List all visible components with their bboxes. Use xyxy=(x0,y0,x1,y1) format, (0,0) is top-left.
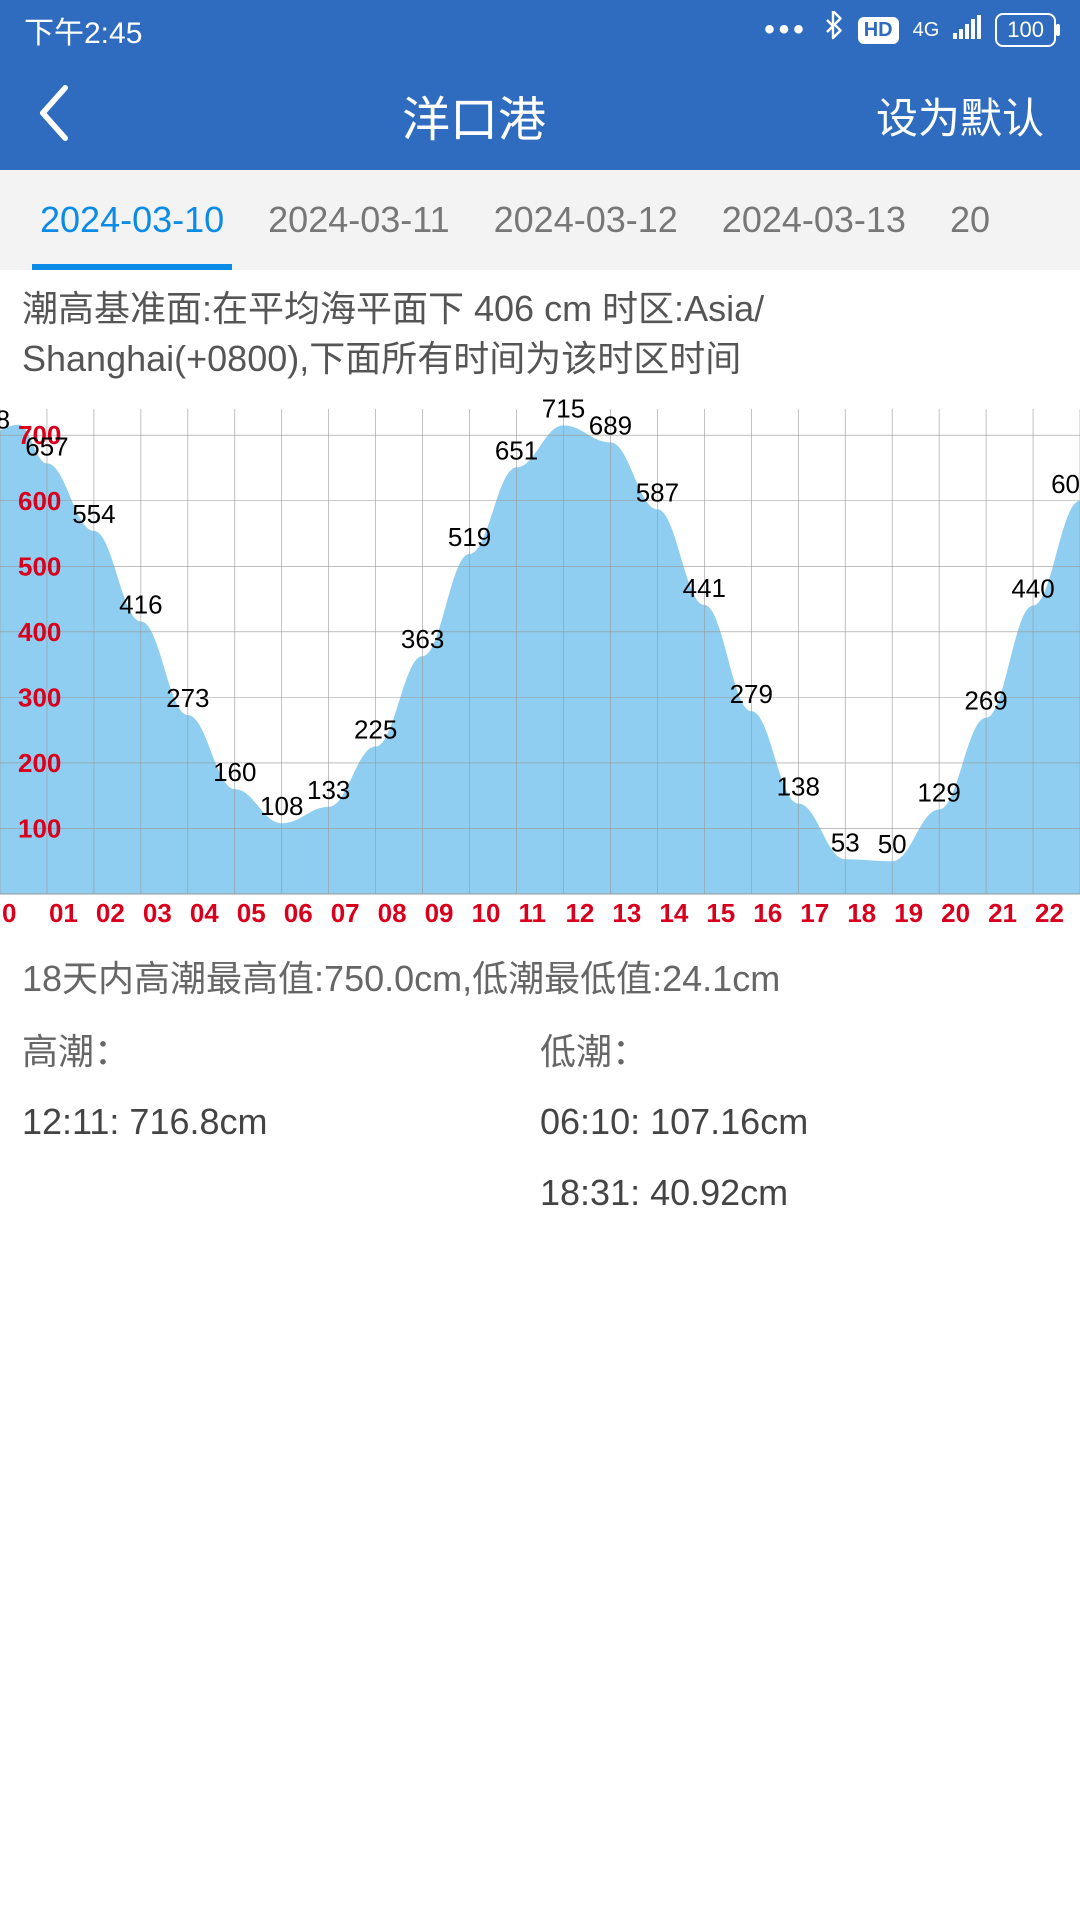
svg-text:269: 269 xyxy=(964,685,1007,715)
svg-text:587: 587 xyxy=(636,477,679,507)
svg-text:600: 600 xyxy=(18,486,61,516)
svg-text:07: 07 xyxy=(331,898,360,928)
svg-text:273: 273 xyxy=(166,683,209,713)
low-tide-value-1: 06:10: 107.16cm xyxy=(540,1090,1058,1155)
low-tide-label: 低潮： xyxy=(540,1020,1058,1085)
battery-icon: 100 xyxy=(995,13,1056,47)
network-icon: 4G xyxy=(913,20,940,40)
svg-text:554: 554 xyxy=(72,499,115,529)
svg-text:300: 300 xyxy=(18,682,61,712)
status-icons: ••• HD 4G 100 xyxy=(764,11,1056,49)
svg-text:05: 05 xyxy=(237,898,266,928)
svg-text:20: 20 xyxy=(941,898,970,928)
svg-text:400: 400 xyxy=(18,617,61,647)
range-text: 18天内高潮最高值:750.0cm,低潮最低值:24.1cm xyxy=(22,947,1058,1012)
datum-info: 潮高基准面:在平均海平面下 406 cm 时区:Asia/ Shanghai(+… xyxy=(0,270,1080,393)
tab-date[interactable]: 20 xyxy=(928,170,1012,270)
svg-text:60: 60 xyxy=(1051,469,1080,499)
svg-text:160: 160 xyxy=(213,757,256,787)
date-tabs: 2024-03-102024-03-112024-03-122024-03-13… xyxy=(0,170,1080,270)
svg-text:22: 22 xyxy=(1035,898,1064,928)
svg-text:14: 14 xyxy=(659,898,688,928)
svg-text:11: 11 xyxy=(519,898,547,928)
svg-text:225: 225 xyxy=(354,714,397,744)
svg-text:19: 19 xyxy=(894,898,923,928)
svg-text:50: 50 xyxy=(878,829,907,859)
svg-text:15: 15 xyxy=(706,898,735,928)
svg-text:657: 657 xyxy=(25,431,68,461)
svg-text:09: 09 xyxy=(425,898,454,928)
svg-text:108: 108 xyxy=(260,791,303,821)
svg-text:651: 651 xyxy=(495,435,538,465)
svg-text:06: 06 xyxy=(284,898,313,928)
svg-text:12: 12 xyxy=(565,898,594,928)
svg-text:18: 18 xyxy=(847,898,876,928)
svg-text:16: 16 xyxy=(753,898,782,928)
tab-date[interactable]: 2024-03-10 xyxy=(18,170,246,270)
svg-text:98: 98 xyxy=(0,404,10,434)
svg-text:500: 500 xyxy=(18,551,61,581)
svg-text:03: 03 xyxy=(143,898,172,928)
back-icon[interactable] xyxy=(36,85,72,146)
status-bar: 下午2:45 ••• HD 4G 100 xyxy=(0,0,1080,60)
svg-text:715: 715 xyxy=(542,399,585,423)
svg-text:02: 02 xyxy=(96,898,125,928)
status-time: 下午2:45 xyxy=(24,8,142,52)
more-icon: ••• xyxy=(764,13,808,47)
svg-text:416: 416 xyxy=(119,589,162,619)
svg-text:13: 13 xyxy=(612,898,641,928)
svg-text:01: 01 xyxy=(49,898,78,928)
svg-text:10: 10 xyxy=(472,898,501,928)
svg-text:689: 689 xyxy=(589,410,632,440)
svg-text:17: 17 xyxy=(800,898,829,928)
svg-text:519: 519 xyxy=(448,522,491,552)
tide-chart-svg: 1002003004005006007000010203040506070809… xyxy=(0,399,1080,929)
low-tide-value-2: 18:31: 40.92cm xyxy=(540,1161,1058,1226)
svg-text:363: 363 xyxy=(401,624,444,654)
tide-chart: 1002003004005006007000010203040506070809… xyxy=(0,399,1080,929)
svg-text:129: 129 xyxy=(917,777,960,807)
svg-text:21: 21 xyxy=(988,898,1017,928)
svg-text:08: 08 xyxy=(378,898,407,928)
app-bar: 洋口港 设为默认 xyxy=(0,60,1080,170)
svg-text:100: 100 xyxy=(18,813,61,843)
set-default-button[interactable]: 设为默认 xyxy=(876,85,1044,146)
svg-text:440: 440 xyxy=(1011,573,1054,603)
bluetooth-icon xyxy=(822,11,844,49)
tab-date[interactable]: 2024-03-11 xyxy=(246,170,471,270)
high-tide-value: 12:11: 716.8cm xyxy=(22,1090,540,1155)
svg-text:53: 53 xyxy=(831,827,860,857)
tab-date[interactable]: 2024-03-13 xyxy=(700,170,928,270)
svg-text:200: 200 xyxy=(18,748,61,778)
svg-text:0: 0 xyxy=(2,898,16,928)
hd-icon: HD xyxy=(858,17,899,44)
page-title: 洋口港 xyxy=(402,80,546,150)
signal-icon xyxy=(953,13,981,47)
info-line-2: Shanghai(+0800),下面所有时间为该时区时间 xyxy=(22,334,1058,384)
svg-text:04: 04 xyxy=(190,898,219,928)
tab-date[interactable]: 2024-03-12 xyxy=(472,170,700,270)
tide-summary: 18天内高潮最高值:750.0cm,低潮最低值:24.1cm 高潮： 12:11… xyxy=(0,929,1080,1244)
svg-text:133: 133 xyxy=(307,775,350,805)
svg-text:441: 441 xyxy=(683,573,726,603)
info-line-1: 潮高基准面:在平均海平面下 406 cm 时区:Asia/ xyxy=(22,284,1058,334)
high-tide-label: 高潮： xyxy=(22,1020,540,1085)
svg-text:138: 138 xyxy=(777,771,820,801)
svg-text:279: 279 xyxy=(730,679,773,709)
